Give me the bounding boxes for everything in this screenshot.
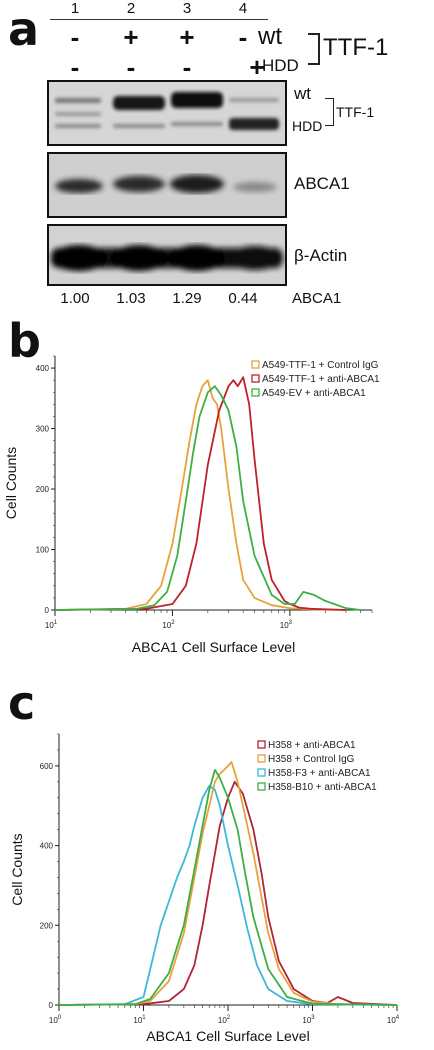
y-tick-label: 300 [36, 425, 50, 434]
legend-entry: A549-TTF-1 + anti-ABCA1 [262, 374, 380, 385]
x-tick-label: 103 [302, 1015, 315, 1025]
y-tick-label: 200 [36, 485, 50, 494]
legend-swatch [251, 388, 260, 397]
quant-value-lane-4: 0.44 [228, 290, 258, 307]
abca1-blot-label: ABCA1 [294, 174, 350, 193]
x-tick-label: 100 [49, 1015, 62, 1025]
legend-swatch [257, 754, 266, 763]
series-line-1 [58, 761, 398, 1006]
wt-sign-lane-4: - [238, 22, 248, 52]
panel-letter-a: a [8, 2, 40, 56]
series-line-3 [58, 769, 398, 1006]
x-tick-base: 10 [218, 1016, 227, 1025]
panel-letter-c: c [8, 676, 36, 730]
x-tick-base: 10 [133, 1016, 142, 1025]
ttf1-bracket [308, 33, 320, 65]
legend-entry: A549-EV + anti-ABCA1 [262, 388, 366, 399]
y-tick-label: 600 [40, 762, 54, 771]
quant-value-lane-1: 1.00 [60, 290, 90, 307]
wt-sign-lane-1: - [70, 22, 80, 52]
ttf1-blot-hdd-label: HDD [292, 118, 323, 134]
actin-blot [47, 224, 287, 286]
y-tick-label: 400 [40, 842, 54, 851]
y-tick-label: 0 [49, 1001, 54, 1010]
hdd-label: HDD [262, 56, 299, 75]
y-axis-label: Cell Counts [3, 447, 19, 519]
x-tick-exponent: 2 [227, 1015, 231, 1021]
x-tick-label: 104 [387, 1015, 400, 1025]
x-tick-exponent: 1 [54, 620, 58, 626]
panel-letter-b: b [8, 314, 41, 368]
quant-value-lane-3: 1.29 [172, 290, 202, 307]
lane-number-2: 2 [126, 0, 136, 17]
legend-entry: H358 + anti-ABCA1 [268, 740, 356, 751]
wt-sign-lane-2: + [123, 22, 139, 52]
series-line-2 [58, 784, 398, 1006]
lane-number-3: 3 [182, 0, 192, 17]
legend-entry: H358-B10 + anti-ABCA1 [268, 782, 377, 793]
legend-entry: A549-TTF-1 + Control IgG [262, 360, 379, 371]
x-tick-label: 102 [162, 620, 175, 630]
wt-label: wt [258, 23, 282, 50]
hdd-sign-lane-4: + [249, 52, 265, 82]
ttf1-blot [47, 80, 287, 146]
legend-swatch [251, 360, 260, 369]
x-tick-exponent: 0 [58, 1015, 62, 1021]
y-tick-label: 200 [40, 921, 54, 930]
quant-label: ABCA1 [292, 290, 342, 307]
x-tick-label: 101 [45, 620, 58, 630]
abca1-blot [47, 152, 287, 218]
x-axis-label: ABCA1 Cell Surface Level [146, 1028, 309, 1044]
y-tick-label: 0 [45, 606, 50, 615]
wt-sign-lane-3: + [179, 22, 195, 52]
ttf1-blot-bands [55, 92, 279, 130]
y-tick-label: 400 [36, 364, 50, 373]
hdd-sign-lane-3: - [182, 52, 192, 82]
legend-swatch [257, 768, 266, 777]
series-line-2 [54, 385, 361, 611]
legend-swatch [251, 374, 260, 383]
lane-number-4: 4 [238, 0, 248, 17]
y-tick-label: 100 [36, 546, 50, 555]
x-tick-exponent: 3 [289, 620, 293, 626]
ttf1-label: TTF-1 [323, 34, 389, 61]
lane-number-1: 1 [70, 0, 80, 17]
x-tick-exponent: 2 [171, 620, 175, 626]
actin-blot-label: β-Actin [294, 246, 348, 265]
ttf1-blot-ttf1-label: TTF-1 [336, 104, 375, 120]
hdd-sign-lane-1: - [70, 52, 80, 82]
x-tick-base: 10 [162, 621, 171, 630]
ttf1-blot-wt-label: wt [294, 84, 311, 103]
x-tick-exponent: 3 [311, 1015, 315, 1021]
legend-entry: H358-F3 + anti-ABCA1 [268, 768, 371, 779]
abca1-blot-bands [55, 175, 277, 193]
x-tick-label: 103 [280, 620, 293, 630]
x-tick-base: 10 [280, 621, 289, 630]
x-tick-base: 10 [302, 1016, 311, 1025]
x-tick-base: 10 [49, 1016, 58, 1025]
lane-divider-line [50, 19, 268, 20]
ttf1-blot-bracket [325, 98, 334, 126]
x-tick-exponent: 1 [142, 1015, 146, 1021]
quant-value-lane-2: 1.03 [116, 290, 146, 307]
y-axis-label: Cell Counts [9, 833, 25, 905]
actin-blot-bands [51, 245, 283, 271]
series-line-0 [58, 780, 398, 1006]
hdd-sign-lane-2: - [126, 52, 136, 82]
x-tick-exponent: 4 [396, 1015, 400, 1021]
x-tick-base: 10 [387, 1016, 396, 1025]
x-tick-base: 10 [45, 621, 54, 630]
legend-swatch [257, 782, 266, 791]
series-line-0 [54, 379, 346, 611]
legend-swatch [257, 740, 266, 749]
legend-entry: H358 + Control IgG [268, 754, 355, 765]
x-axis-label: ABCA1 Cell Surface Level [132, 639, 295, 655]
x-tick-label: 102 [218, 1015, 231, 1025]
x-tick-label: 101 [133, 1015, 146, 1025]
